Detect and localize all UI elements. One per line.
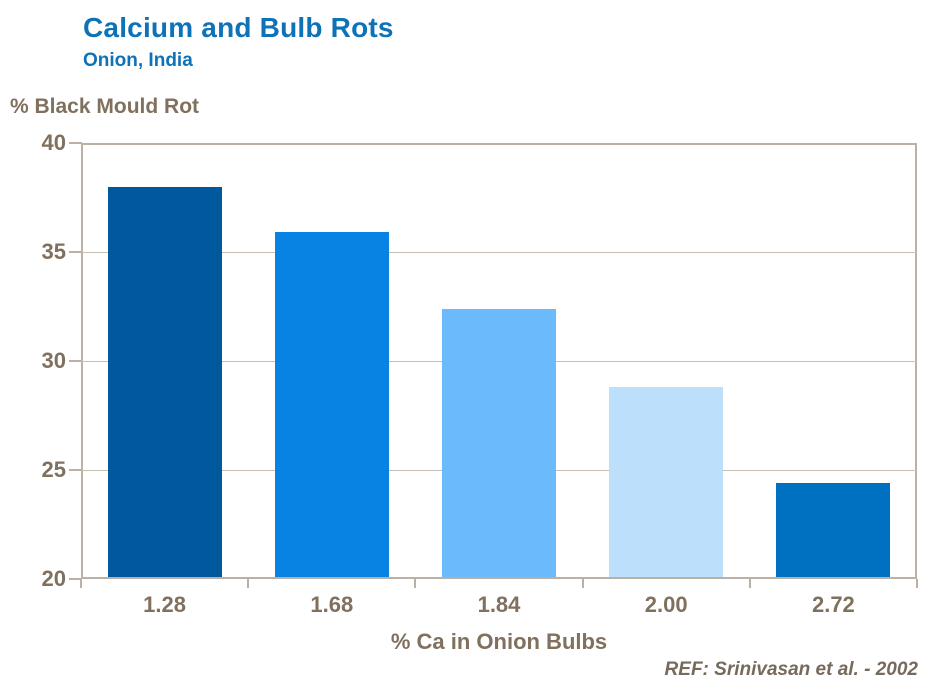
x-tick-label-2.00: 2.00 [644,592,688,617]
x-tick-mark [80,579,82,588]
x-tick-label-1.68: 1.68 [310,592,354,617]
y-tick-mark [69,578,82,580]
bar-ca-1.28 [107,186,222,577]
x-tick-mark [748,579,751,588]
y-tick-label-30: 30 [41,348,66,373]
x-tick-label-1.84: 1.84 [477,592,521,617]
y-axis-title: % Black Mould Rot [10,95,200,118]
reference-citation: REF: Srinivasan et al. - 2002 [664,659,918,680]
x-tick-label-1.28: 1.28 [143,592,186,617]
chart-subtitle: Onion, India [83,50,193,71]
bar-ca-1.84 [442,308,556,577]
chart-title: Calcium and Bulb Rots [83,12,394,43]
y-tick-label-35: 35 [41,239,66,264]
y-tick-mark [69,251,82,253]
bar-ca-1.68 [274,232,389,577]
y-tick-label-40: 40 [41,130,66,155]
y-tick-mark [69,142,82,144]
bar-ca-2.72 [776,483,891,577]
x-tick-mark [414,579,417,588]
x-tick-mark [916,579,918,588]
gridline-y-35 [81,252,917,253]
y-tick-mark [69,360,82,362]
y-tick-label-20: 20 [41,566,66,591]
x-axis-title: % Ca in Onion Bulbs [390,629,608,654]
y-tick-mark [69,469,82,471]
x-tick-label-2.72: 2.72 [811,592,855,617]
bar-ca-2.00 [609,387,724,577]
y-tick-label-25: 25 [41,457,66,482]
x-tick-mark [581,579,584,588]
x-tick-mark [247,579,250,588]
